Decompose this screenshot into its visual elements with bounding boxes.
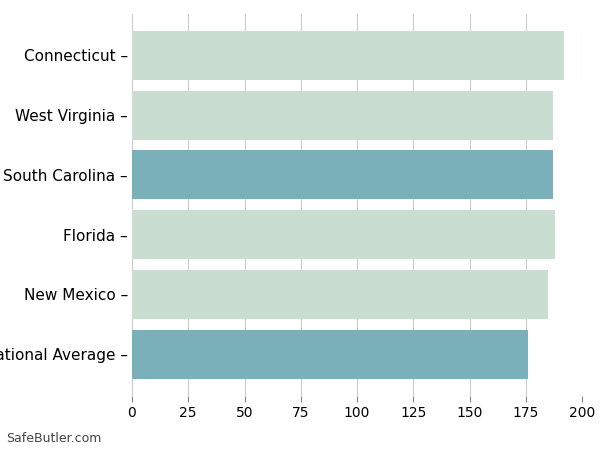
Bar <box>132 329 528 378</box>
Text: SafeButler.com: SafeButler.com <box>6 432 101 446</box>
Bar <box>132 150 553 199</box>
Bar <box>132 31 564 80</box>
Bar <box>132 270 548 319</box>
Bar <box>132 90 553 140</box>
Bar <box>132 210 555 259</box>
